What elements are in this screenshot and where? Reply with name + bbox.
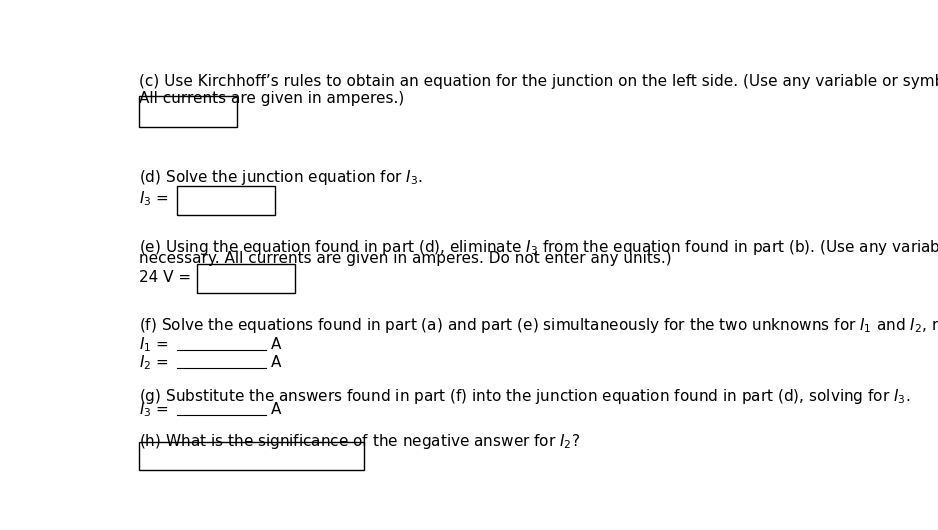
Text: 24 V =: 24 V = xyxy=(139,270,191,285)
Bar xyxy=(197,263,295,293)
Text: (c) Use Kirchhoff’s rules to obtain an equation for the junction on the left sid: (c) Use Kirchhoff’s rules to obtain an e… xyxy=(139,74,938,106)
Text: $I_1$ =: $I_1$ = xyxy=(139,335,169,354)
Text: A: A xyxy=(271,402,281,417)
Text: (g) Substitute the answers found in part (f) into the junction equation found in: (g) Substitute the answers found in part… xyxy=(139,387,911,406)
Text: (e) Using the equation found in part (d), eliminate $I_3$ from the equation foun: (e) Using the equation found in part (d)… xyxy=(139,238,938,257)
Text: (f) Solve the equations found in part (a) and part (e) simultaneously for the tw: (f) Solve the equations found in part (a… xyxy=(139,316,938,335)
Text: $I_3$ =: $I_3$ = xyxy=(139,400,169,419)
Text: (d) Solve the junction equation for $I_3$.: (d) Solve the junction equation for $I_3… xyxy=(139,167,423,187)
Text: necessary. All currents are given in amperes. Do not enter any units.): necessary. All currents are given in amp… xyxy=(139,251,672,267)
Bar xyxy=(177,186,275,215)
Text: (h) What is the significance of the negative answer for $I_2$?: (h) What is the significance of the nega… xyxy=(139,432,580,451)
Text: A: A xyxy=(271,355,281,370)
Bar xyxy=(139,96,237,127)
Bar xyxy=(139,442,364,470)
Text: $I_2$ =: $I_2$ = xyxy=(139,353,169,372)
Text: $I_3$ =: $I_3$ = xyxy=(139,190,169,208)
Text: A: A xyxy=(271,337,281,352)
